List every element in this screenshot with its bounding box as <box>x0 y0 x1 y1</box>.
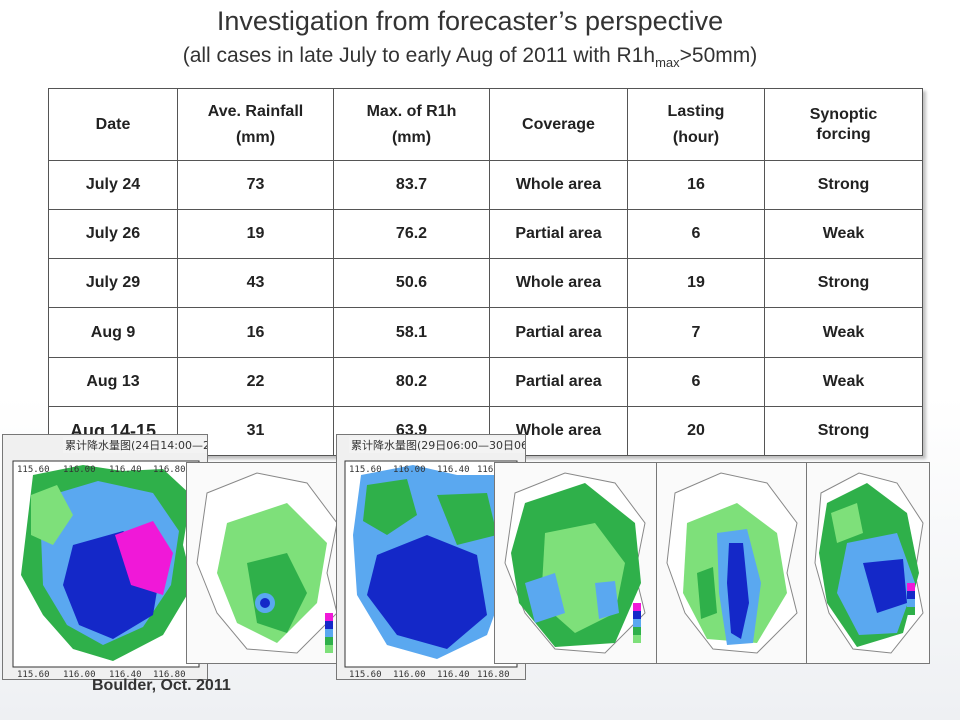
svg-text:116.00: 116.00 <box>393 670 426 679</box>
cell-max-r1h: 80.2 <box>333 356 490 407</box>
cell-ave-rainfall: 22 <box>177 356 334 407</box>
cell-lasting: 19 <box>627 258 765 309</box>
rainfall-map-july-26 <box>186 462 350 664</box>
cell-lasting: 20 <box>627 405 765 457</box>
slide-title: Investigation from forecaster’s perspect… <box>216 6 724 36</box>
table-row: Aug 9 16 58.1 Partial area 7 Weak <box>48 307 923 358</box>
svg-text:116.80: 116.80 <box>153 465 186 475</box>
cell-lasting: 7 <box>627 307 765 358</box>
svg-text:115.60: 115.60 <box>17 670 50 679</box>
cell-synoptic: Weak <box>764 307 923 358</box>
svg-text:116.00: 116.00 <box>393 465 426 475</box>
subtitle-text: (all cases in late July to early Aug of … <box>182 44 656 67</box>
cell-date: July 26 <box>48 209 178 260</box>
svg-text:116.40: 116.40 <box>437 670 470 679</box>
svg-text:116.00: 116.00 <box>63 670 96 679</box>
svg-text:116.40: 116.40 <box>109 670 142 679</box>
rainfall-map-aug-13 <box>656 462 808 664</box>
cell-coverage: Whole area <box>489 258 628 309</box>
header-date: Date <box>48 88 178 161</box>
table-row: July 29 43 50.6 Whole area 19 Strong <box>48 258 923 309</box>
cell-ave-rainfall: 19 <box>177 209 334 260</box>
svg-text:116.80: 116.80 <box>153 670 186 679</box>
svg-text:116.00: 116.00 <box>63 465 96 475</box>
cell-synoptic: Weak <box>764 209 923 260</box>
cell-max-r1h: 50.6 <box>333 258 490 309</box>
cell-lasting: 6 <box>627 209 765 260</box>
cell-synoptic: Weak <box>764 356 923 407</box>
svg-text:116.80: 116.80 <box>477 465 510 475</box>
subtitle-threshold: >50mm) <box>679 44 758 67</box>
cell-coverage: Whole area <box>489 159 628 211</box>
svg-text:116.80: 116.80 <box>477 670 510 679</box>
cell-lasting: 6 <box>627 356 765 407</box>
rainfall-map-aug-14-15 <box>806 462 930 664</box>
rainfall-map-july-24: 115.60 116.00 116.40 116.80 115.60 116.0… <box>2 434 208 680</box>
svg-text:116.40: 116.40 <box>437 465 470 475</box>
cell-ave-rainfall: 16 <box>177 307 334 358</box>
cell-max-r1h: 83.7 <box>333 159 490 211</box>
svg-text:115.60: 115.60 <box>349 670 382 679</box>
header-ave-rainfall: Ave. Rainfall (mm) <box>177 88 334 161</box>
slide-subtitle: (all cases in late July to early Aug of … <box>0 44 940 70</box>
map-aug-9-graphic <box>504 472 646 654</box>
svg-text:116.40: 116.40 <box>109 465 142 475</box>
cell-coverage: Partial area <box>489 307 628 358</box>
header-lasting: Lasting (hour) <box>627 88 765 161</box>
cell-coverage: Partial area <box>489 209 628 260</box>
table-row: Aug 13 22 80.2 Partial area 6 Weak <box>48 356 923 407</box>
cell-ave-rainfall: 43 <box>177 258 334 309</box>
map-july-29-title: 累计降水量图(29日06:00—30日06:00) <box>349 437 525 453</box>
subtitle-subscript: max <box>655 55 680 71</box>
map-july-29-graphic: 115.60 116.00 116.40 116.80 115.60 116.0… <box>344 460 518 679</box>
header-max-r1h: Max. of R1h (mm) <box>333 88 490 161</box>
table-row: July 26 19 76.2 Partial area 6 Weak <box>48 209 923 260</box>
cell-max-r1h: 76.2 <box>333 209 490 260</box>
map-aug-14-15-graphic <box>814 472 924 654</box>
svg-text:115.60: 115.60 <box>349 465 382 475</box>
cell-coverage: Partial area <box>489 356 628 407</box>
table-row: Aug 14-15 31 63.9 Whole area 20 Strong <box>48 405 923 457</box>
rainfall-map-aug-9 <box>494 462 658 664</box>
cell-synoptic: Strong <box>764 258 923 309</box>
table-row: July 24 73 83.7 Whole area 16 Strong <box>48 159 923 211</box>
map-aug-13-graphic <box>666 472 798 654</box>
header-synoptic-forcing: Synoptic forcing <box>764 88 923 161</box>
map-july-26-graphic <box>196 472 338 654</box>
map-july-24-graphic: 115.60 116.00 116.40 116.80 115.60 116.0… <box>12 460 200 679</box>
map-july-24-title: 累计降水量图(24日14:00—25日06:00) <box>63 437 207 453</box>
table-header-row: Date Ave. Rainfall (mm) Max. of R1h (mm) C… <box>48 88 923 161</box>
cell-date: Aug 9 <box>48 307 178 358</box>
cell-date: Aug 13 <box>48 356 178 407</box>
footer-venue: Boulder, Oct. 2011 <box>92 677 231 694</box>
cell-ave-rainfall: 73 <box>177 159 334 211</box>
cell-date: July 29 <box>48 258 178 309</box>
cell-lasting: 16 <box>627 159 765 211</box>
svg-text:115.60: 115.60 <box>17 465 50 475</box>
header-coverage: Coverage <box>489 88 628 161</box>
cell-synoptic: Strong <box>764 405 923 457</box>
cell-synoptic: Strong <box>764 159 923 211</box>
cell-max-r1h: 58.1 <box>333 307 490 358</box>
cell-date: July 24 <box>48 159 178 211</box>
rainfall-cases-table: Date Ave. Rainfall (mm) Max. of R1h (mm) C… <box>48 88 923 457</box>
